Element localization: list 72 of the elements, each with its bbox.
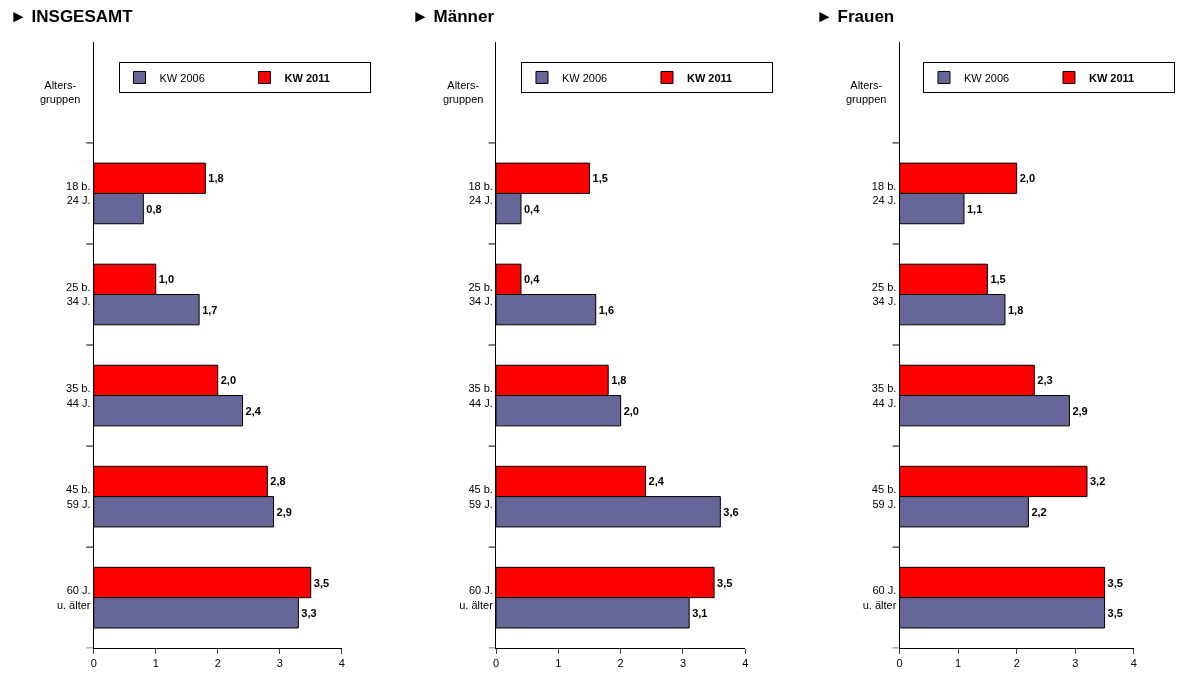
data-label: 2,9 (1072, 404, 1088, 417)
data-label: 1,8 (1007, 303, 1024, 316)
data-label: 1,0 (158, 273, 175, 286)
data-label: 2,2 (1031, 505, 1047, 518)
data-label: 1,8 (208, 172, 224, 185)
data-label: 2,4 (245, 404, 262, 417)
data-label: 0,4 (523, 273, 541, 286)
data-label: 0,8 (146, 202, 162, 215)
data-label: 3,1 (692, 606, 708, 619)
data-label: 1,1 (966, 202, 983, 215)
x-tick-label: 4 (338, 657, 345, 670)
data-label: 1,7 (202, 303, 218, 316)
y-tick-label: 45 b. 59 J. (468, 483, 493, 510)
data-label: 2,4 (648, 475, 665, 488)
y-tick-label: 60 J. u. älter (459, 584, 494, 611)
data-label: 1,8 (611, 374, 627, 387)
data-label: 0,4 (523, 202, 541, 215)
data-label: 2,0 (623, 404, 639, 417)
y-tick-label: 25 b. 34 J. (468, 281, 493, 308)
x-tick-label: 3 (276, 657, 283, 670)
data-label: 3,2 (1089, 475, 1106, 488)
x-tick-label: 1 (152, 657, 159, 670)
x-tick-label: 2 (1013, 657, 1020, 670)
y-tick-label: 35 b. 44 J. (66, 382, 91, 409)
data-label: 1,6 (598, 303, 615, 316)
data-label: 3,3 (301, 606, 317, 619)
y-tick-label: 35 b. 44 J. (468, 382, 493, 409)
y-tick-label: 35 b. 44 J. (871, 382, 897, 409)
data-label: 2,0 (1019, 172, 1035, 185)
x-tick-label: 0 (90, 657, 97, 670)
legend-label: KW 2006 (561, 71, 608, 84)
x-tick-label: 3 (679, 657, 686, 670)
data-label: 3,6 (723, 505, 739, 518)
data-label: 2,9 (276, 505, 292, 518)
data-label: 3,5 (717, 576, 733, 589)
y-tick-label: 60 J. u. älter (56, 584, 91, 611)
y-axis-title: Alters- gruppen (40, 79, 81, 106)
legend-label: KW 2006 (963, 71, 1010, 84)
y-axis-title: Alters- gruppen (846, 79, 887, 106)
y-tick-label: 18 b. 24 J. (66, 180, 91, 207)
x-tick-label: 3 (1072, 657, 1079, 670)
y-tick-label: 18 b. 24 J. (468, 180, 493, 207)
data-label: 1,5 (592, 172, 608, 185)
data-label: 2,3 (1037, 374, 1053, 387)
data-label: 1,5 (990, 273, 1006, 286)
x-tick-label: 1 (555, 657, 562, 670)
chart-title: ► Frauen (816, 7, 895, 26)
data-label: 3,5 (1107, 606, 1123, 619)
x-tick-label: 0 (493, 657, 500, 670)
x-tick-label: 1 (955, 657, 962, 670)
y-tick-label: 60 J. u. älter (862, 584, 897, 611)
x-tick-label: 0 (896, 657, 903, 670)
data-label: 3,5 (313, 576, 330, 589)
data-label: 3,5 (1107, 576, 1123, 589)
y-tick-label: 25 b. 34 J. (66, 281, 91, 308)
legend-label: KW 2011 (686, 71, 733, 84)
y-tick-label: 45 b. 59 J. (66, 483, 91, 510)
x-tick-label: 4 (742, 657, 749, 670)
chart-title: ► INSGESAMT (10, 7, 134, 26)
data-label: 2,0 (220, 374, 237, 387)
legend-label: KW 2006 (159, 71, 205, 84)
legend-label: KW 2011 (1088, 71, 1135, 84)
x-tick-label: 4 (1130, 657, 1137, 670)
x-tick-label: 2 (214, 657, 221, 670)
y-tick-label: 18 b. 24 J. (871, 180, 897, 207)
x-tick-label: 2 (617, 657, 624, 670)
y-tick-label: 25 b. 34 J. (871, 281, 897, 308)
data-label: 2,8 (270, 475, 286, 488)
y-axis-title: Alters- gruppen (443, 79, 484, 106)
y-tick-label: 45 b. 59 J. (871, 483, 897, 510)
chart-title: ► Männer (412, 7, 495, 26)
legend-label: KW 2011 (284, 71, 330, 84)
